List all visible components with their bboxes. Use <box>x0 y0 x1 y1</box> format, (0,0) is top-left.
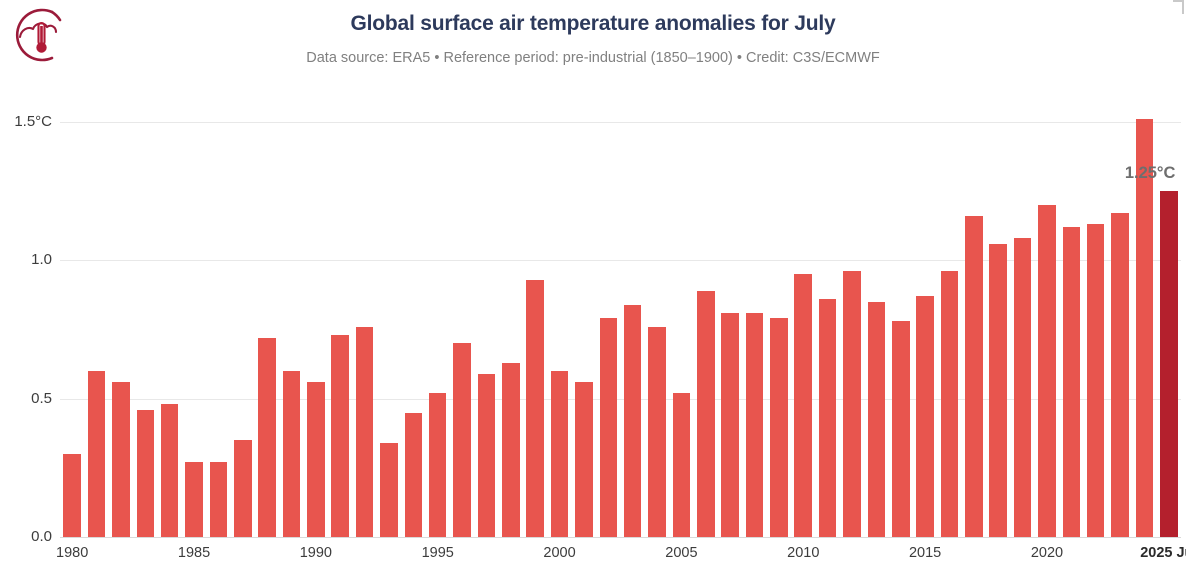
bar[interactable] <box>623 304 642 537</box>
bar[interactable] <box>818 299 837 537</box>
bar[interactable] <box>331 335 349 537</box>
x-tick-label: 2015 <box>908 545 942 561</box>
bar[interactable] <box>867 301 886 537</box>
x-tick-label: 2020 <box>1030 545 1064 561</box>
bar[interactable] <box>770 318 788 537</box>
y-tick-label: 1.5°C <box>14 113 52 130</box>
bar[interactable] <box>404 412 423 537</box>
bar[interactable] <box>916 296 934 537</box>
bar[interactable] <box>307 382 325 537</box>
bar[interactable] <box>355 326 374 537</box>
bar[interactable] <box>1038 205 1056 537</box>
bar[interactable] <box>453 343 471 537</box>
bar[interactable] <box>672 393 691 537</box>
bar[interactable] <box>282 371 301 537</box>
bar[interactable] <box>794 274 813 537</box>
x-tick-label: 2005 <box>665 545 698 561</box>
bar[interactable] <box>575 382 593 537</box>
bar[interactable] <box>697 290 715 537</box>
bar[interactable] <box>599 318 618 537</box>
corner-mark <box>1173 0 1184 14</box>
bar[interactable] <box>526 279 544 537</box>
bar[interactable] <box>380 442 398 537</box>
bar[interactable] <box>160 404 179 537</box>
bar[interactable] <box>428 393 447 537</box>
y-tick-label: 1.0 <box>31 251 52 269</box>
bar[interactable] <box>112 382 130 537</box>
c3s-thermometer-logo <box>8 6 70 64</box>
bar[interactable] <box>745 312 764 537</box>
x-tick-label: 1980 <box>56 545 89 561</box>
x-tick-label: 1990 <box>299 545 332 561</box>
x-tick-label: 1995 <box>421 545 454 561</box>
bar[interactable] <box>891 321 910 537</box>
bar-highlighted[interactable] <box>1160 191 1178 537</box>
bar[interactable] <box>87 371 106 537</box>
bar[interactable] <box>550 371 569 537</box>
bar[interactable] <box>940 271 959 537</box>
bar[interactable] <box>136 409 155 537</box>
x-axis-line <box>60 537 1181 538</box>
bar[interactable] <box>1086 224 1105 537</box>
x-tick-label: 2025 Jul <box>1140 545 1186 561</box>
bar[interactable] <box>185 462 203 537</box>
bar[interactable] <box>1013 238 1032 537</box>
bar[interactable] <box>63 454 81 537</box>
bar[interactable] <box>502 362 520 537</box>
x-tick-label: 2010 <box>787 545 820 561</box>
bar[interactable] <box>209 462 228 537</box>
y-tick-label: 0.5 <box>31 389 52 407</box>
bar[interactable] <box>477 373 496 537</box>
bar[interactable] <box>258 337 276 537</box>
bar[interactable] <box>721 312 739 537</box>
bar[interactable] <box>965 216 983 537</box>
gridline <box>60 122 1181 123</box>
gridline <box>60 398 1181 400</box>
latest-value-label: 1.25°C <box>1124 164 1176 183</box>
bar[interactable] <box>989 243 1007 537</box>
x-tick-label: 2000 <box>543 545 576 561</box>
gridline <box>60 260 1181 262</box>
bar[interactable] <box>233 440 252 537</box>
bar[interactable] <box>843 271 861 537</box>
bar[interactable] <box>1135 119 1154 537</box>
bar[interactable] <box>1111 213 1129 537</box>
x-tick-label: 1985 <box>177 545 211 561</box>
y-tick-label: 0.0 <box>31 528 52 545</box>
bar[interactable] <box>1062 227 1081 537</box>
bar[interactable] <box>648 326 666 537</box>
